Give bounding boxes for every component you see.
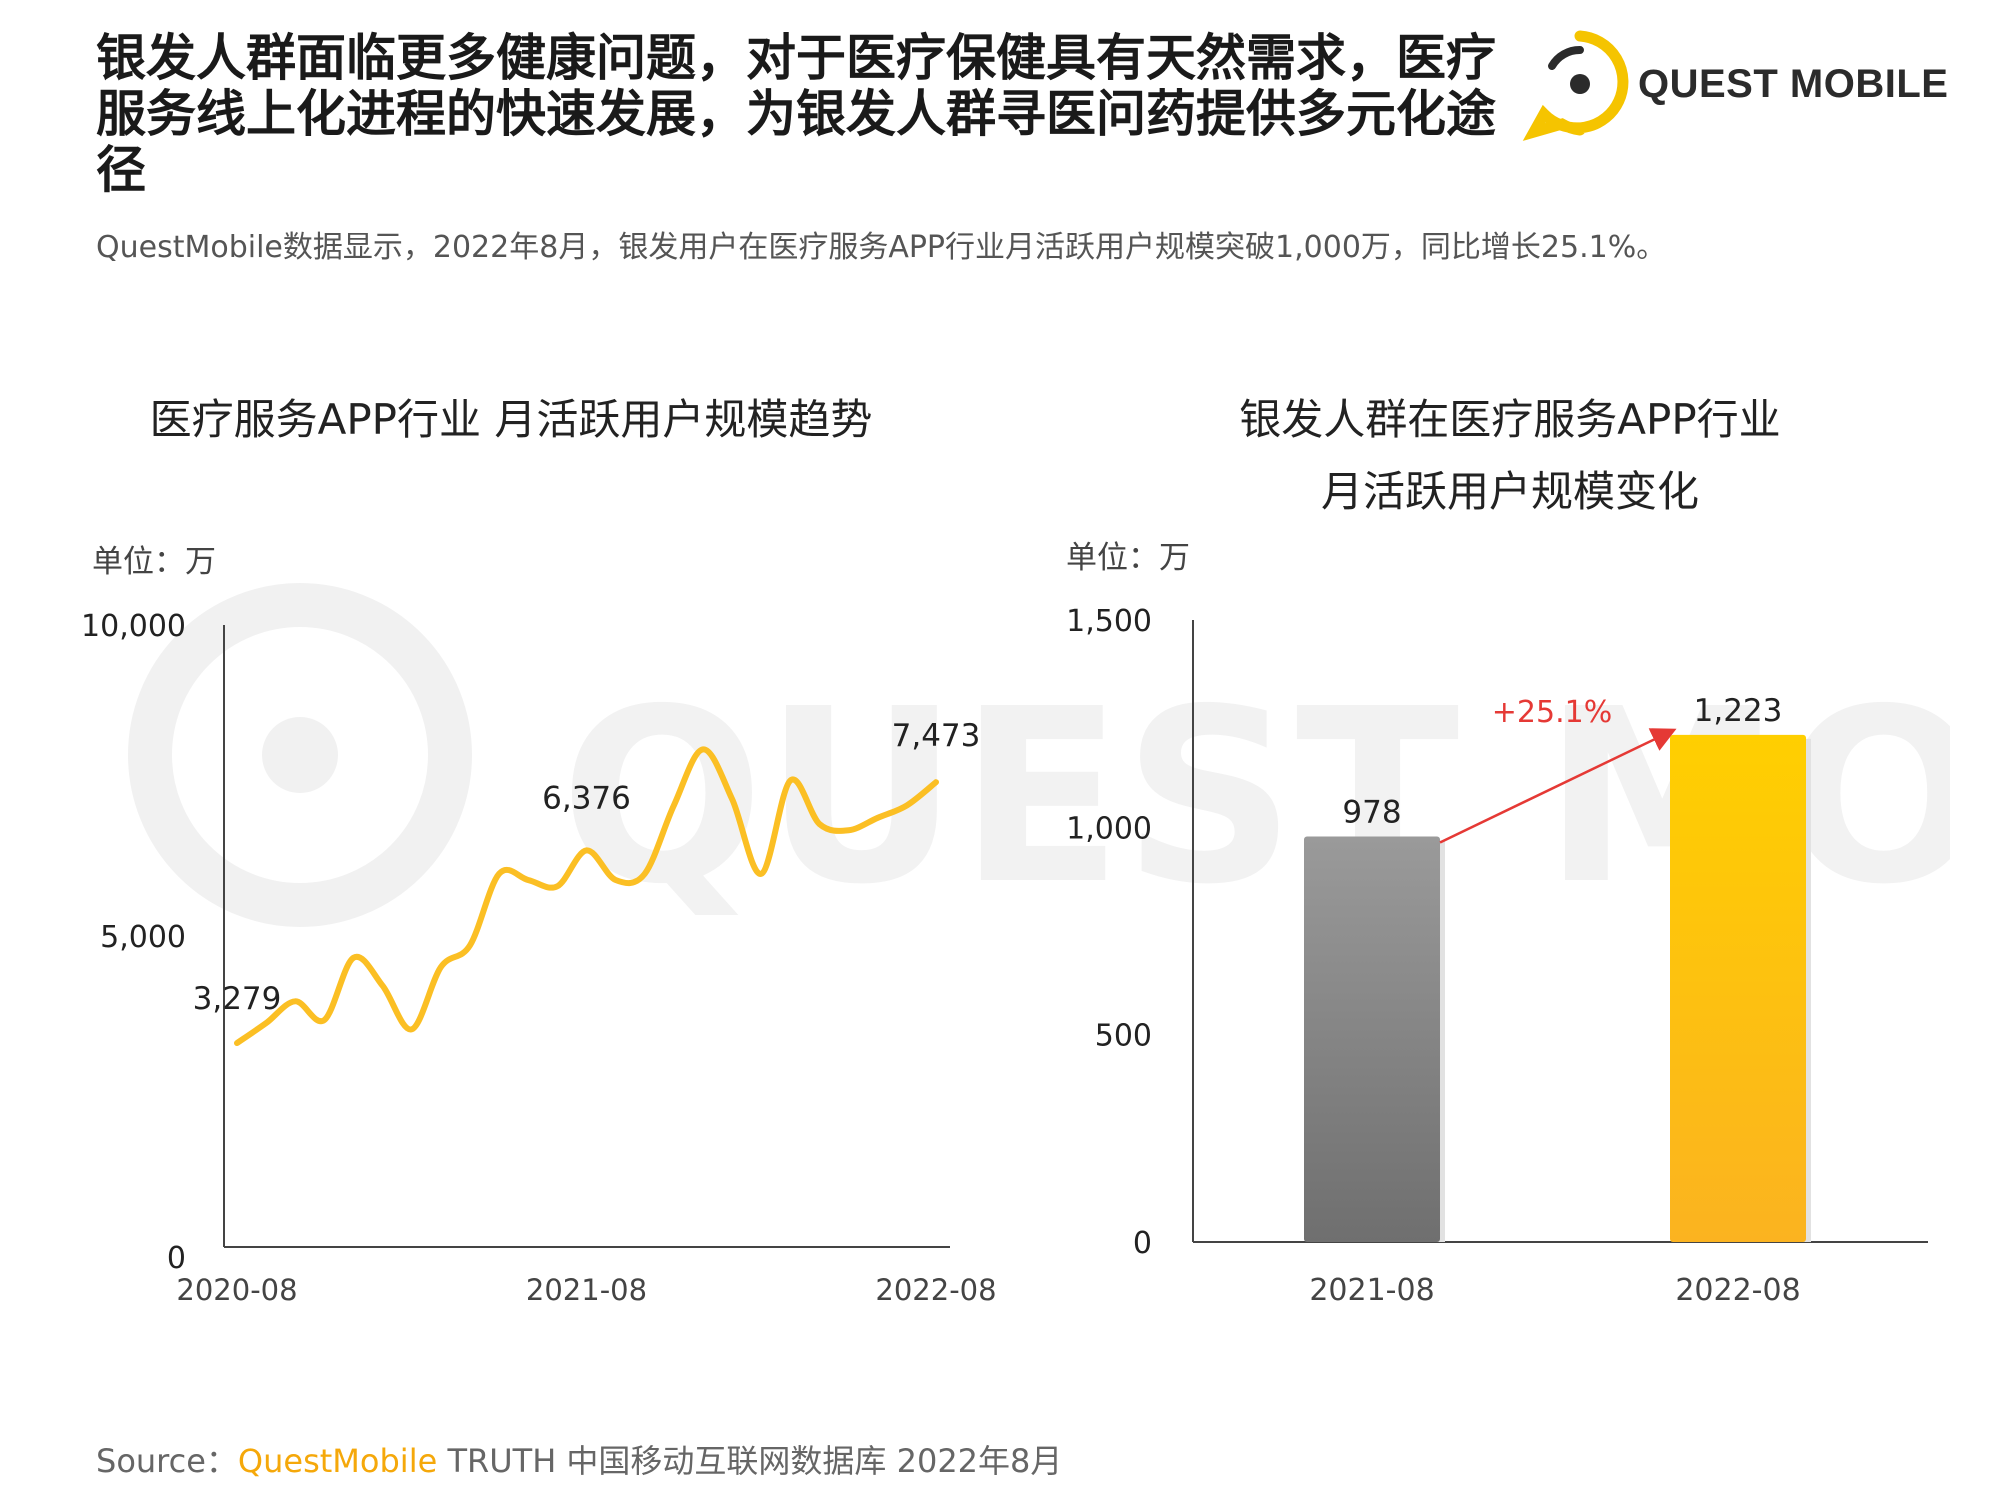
page-subtitle: QuestMobile数据显示，2022年8月，银发用户在医疗服务APP行业月活… xyxy=(96,230,1667,265)
bar-chart-y-tick-label: 0 xyxy=(1133,1226,1152,1261)
source-label: Source： xyxy=(96,1442,238,1480)
bar-chart: 0 500 1,000 1,500 978 2021-08 1,223 2022-08 +25.… xyxy=(1066,604,1928,1308)
line-chart: 0 5,000 10,000 2020-08 2021-08 2022-08 3,279 6,… xyxy=(81,609,997,1307)
line-chart-data-label: 3,279 xyxy=(193,981,282,1017)
source-brand: QuestMobile xyxy=(237,1442,438,1480)
line-chart-x-tick-label: 2022-08 xyxy=(875,1273,996,1307)
line-chart-data-label: 6,376 xyxy=(542,780,631,816)
growth-annotation: +25.1% xyxy=(1492,695,1612,730)
bar-chart-title-line-1: 银发人群在医疗服务APP行业 xyxy=(1239,395,1781,444)
bar-chart-y-tick-label: 1,000 xyxy=(1066,811,1152,846)
source-note: Source：QuestMobile TRUTH 中国移动互联网数据库 2022… xyxy=(96,1436,1062,1482)
line-chart-y-tick-label: 5,000 xyxy=(100,920,186,955)
bar-category-label: 2022-08 xyxy=(1675,1273,1800,1308)
bar-chart-title: 银发人群在医疗服务APP行业 月活跃用户规模变化 xyxy=(1170,384,1850,528)
page-headline: 银发人群面临更多健康问题，对于医疗保健具有天然需求，医疗服务线上化进程的快速发展… xyxy=(96,29,1496,199)
logo-text: QUEST MOBILE xyxy=(1638,62,1949,106)
bar-value-label: 1,223 xyxy=(1694,693,1783,729)
line-chart-title: 医疗服务APP行业 月活跃用户规模趋势 xyxy=(149,395,873,444)
bar-chart-y-tick-label: 500 xyxy=(1095,1019,1152,1054)
watermark-dot-icon xyxy=(262,717,338,793)
bar-chart-title-line-2: 月活跃用户规模变化 xyxy=(1320,467,1699,516)
line-chart-y-tick-label: 10,000 xyxy=(81,609,186,644)
line-chart-data-label: 7,473 xyxy=(892,718,981,754)
quest-mobile-logo-icon xyxy=(1522,30,1629,141)
line-chart-unit: 单位：万 xyxy=(92,544,216,580)
watermark-ring-icon xyxy=(128,583,472,927)
line-chart-x-tick-label: 2020-08 xyxy=(176,1273,297,1307)
bar-chart-y-tick-label: 1,500 xyxy=(1066,604,1152,639)
growth-arrow xyxy=(1439,728,1677,844)
quest-mobile-logo: QUEST MOBILE xyxy=(1522,26,1948,142)
bar-value-label: 978 xyxy=(1342,794,1401,830)
bar-chart-unit: 单位：万 xyxy=(1066,540,1190,576)
bar-category-label: 2021-08 xyxy=(1309,1273,1434,1308)
bar-2021-08 xyxy=(1304,836,1440,1242)
bar-2022-08 xyxy=(1670,734,1806,1242)
source-rest: TRUTH 中国移动互联网数据库 2022年8月 xyxy=(437,1442,1063,1480)
line-chart-y-tick-label: 0 xyxy=(167,1241,186,1276)
line-chart-x-tick-label: 2021-08 xyxy=(526,1273,647,1307)
